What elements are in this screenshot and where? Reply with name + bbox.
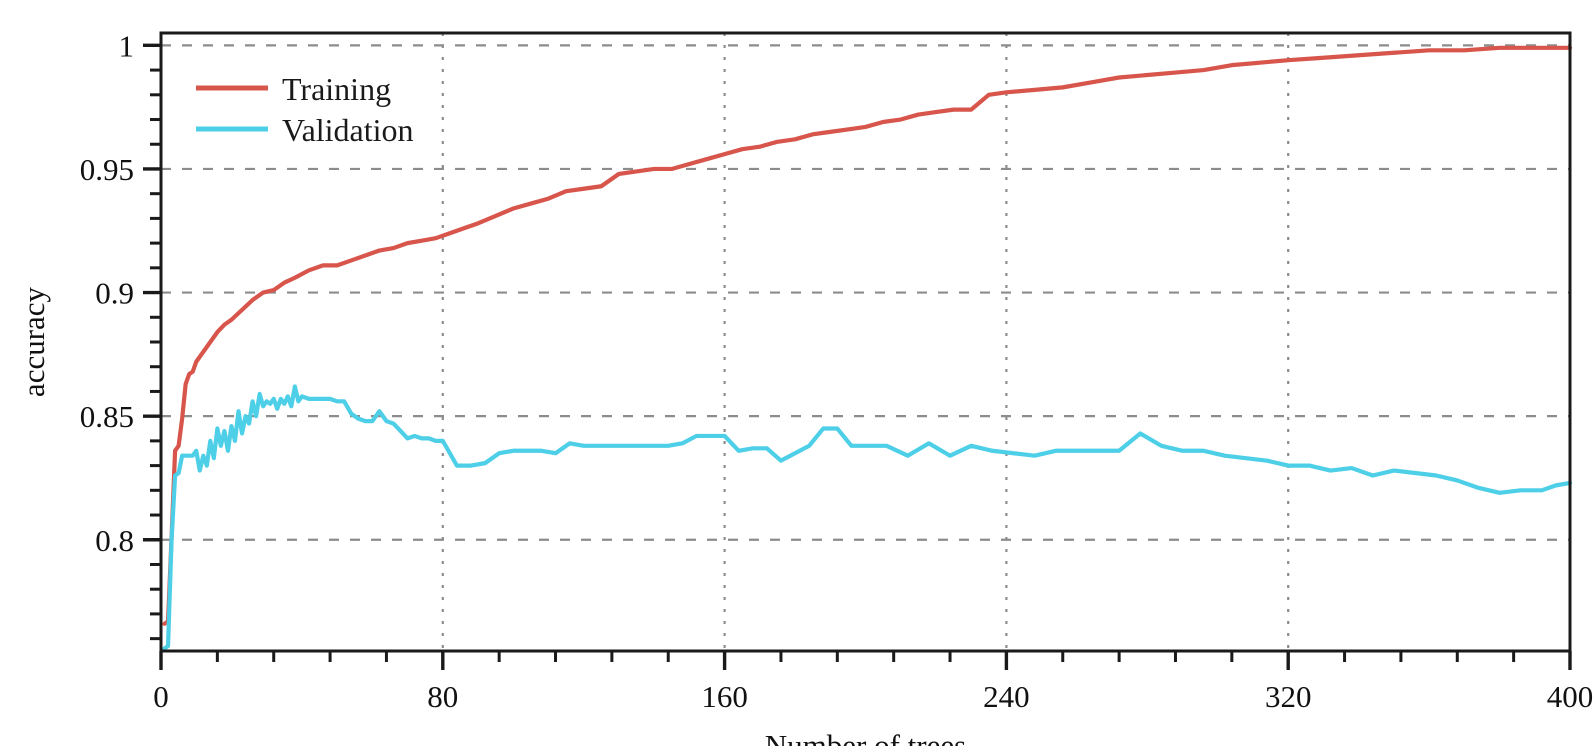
x-tick-label: 0 [153, 679, 169, 714]
x-axis-title: Number of trees [765, 728, 966, 746]
x-tick-label: 80 [427, 679, 458, 714]
series-line-training [162, 45, 1573, 626]
axis-tick-labels: 0.8 0.85 0.9 0.95 1 0 80 160 240 320 400 [80, 28, 1594, 714]
series-lines [162, 45, 1573, 651]
y-axis-title: accuracy [16, 286, 51, 397]
chart-legend: Training Validation [196, 71, 414, 148]
x-tick-label: 400 [1547, 679, 1594, 714]
x-tick-label: 320 [1265, 679, 1312, 714]
legend-label-validation: Validation [282, 112, 414, 148]
y-tick-label: 0.85 [80, 399, 134, 434]
y-tick-label: 1 [119, 28, 135, 63]
series-line-validation [162, 384, 1573, 651]
y-tick-label: 0.9 [95, 276, 134, 311]
y-tick-label: 0.95 [80, 152, 134, 187]
x-tick-label: 240 [983, 679, 1030, 714]
y-tick-label: 0.8 [95, 523, 134, 558]
grid-lines [159, 33, 1572, 651]
x-tick-label: 160 [701, 679, 748, 714]
legend-label-training: Training [282, 71, 391, 107]
axis-ticks [143, 43, 1572, 670]
